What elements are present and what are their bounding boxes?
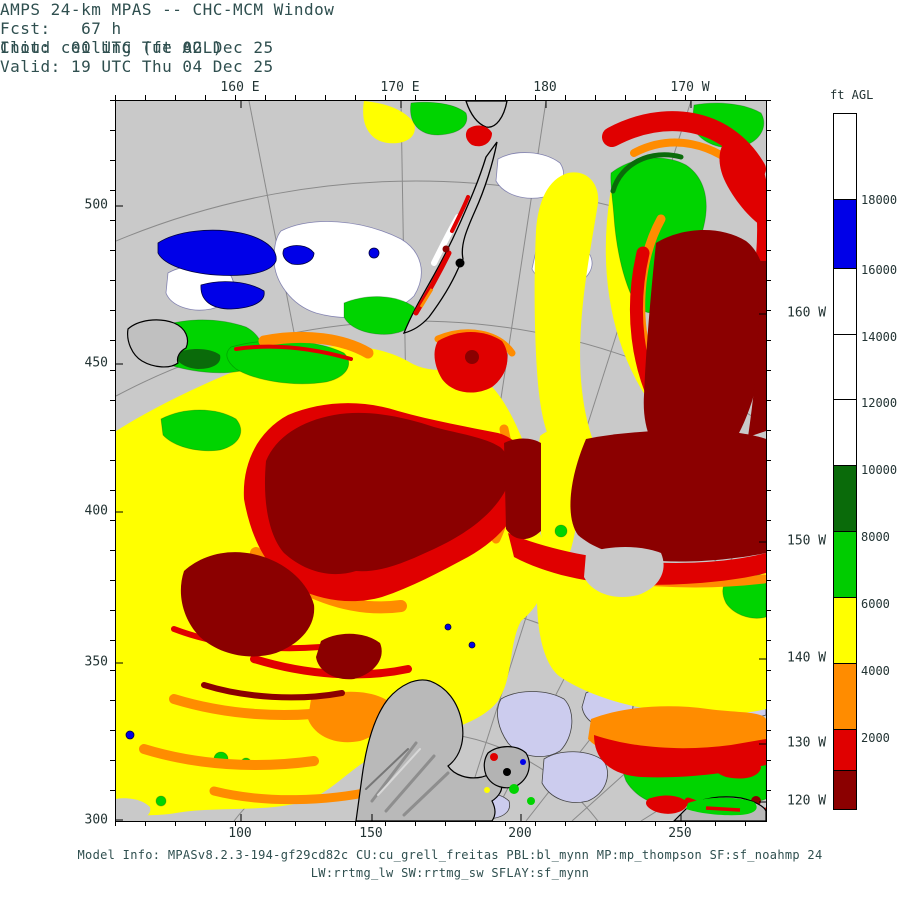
axis-bottom-label: 100 [228,826,252,841]
frame-ticks [116,101,766,821]
colorbar-tick-label: 18000 [861,193,898,207]
axis-left-label: 400 [84,503,108,519]
colorbar-tick-label: 16000 [861,263,898,277]
antarctica-coast [355,679,503,821]
map-frame [115,100,767,822]
colorbar-segment [833,663,857,730]
colorbar-segment [833,399,857,466]
axis-top-label: 160 E [220,80,260,95]
colorbar-tick-label: 14000 [861,330,898,344]
model-title: AMPS 24-km MPAS -- CHC-MCM Window [0,0,335,19]
colorbar-segment [833,465,857,532]
forecast-hour: Fcst: 67 h [0,19,122,38]
bottom-axis-ticks [115,821,765,826]
axis-right-label: 140 W [787,650,827,666]
axis-top-label: 170 W [670,80,710,95]
colorbar-segment [833,113,857,200]
colorbar-segment [833,531,857,598]
colorbar-tick-label: 12000 [861,396,898,410]
model-info-line2: LW:rrtmg_lw SW:rrtmg_sw SFLAY:sf_mynn [310,866,590,880]
christchurch-dot [455,258,465,268]
left-axis-ticks [110,100,115,820]
axis-top-label: 180 [533,80,557,95]
axis-left-label: 300 [84,812,108,828]
colorbar-segment [833,729,857,771]
init-time: Init: 00 UTC Tue 02 Dec 25 [0,38,274,57]
overland-cloud-accents [413,125,757,816]
axis-bottom-label: 200 [508,826,532,841]
colorbar-tick-label: 6000 [861,597,890,611]
right-axis-ticks [766,100,771,820]
colorbar-segment [833,268,857,335]
header-right: Init: 00 UTC Tue 02 Dec 25 Valid: 19 UTC… [0,38,900,76]
coastline-layer [127,101,766,821]
colorbar-tick-label: 2000 [861,731,890,745]
nz-north-island-coast [465,101,508,128]
mcmurdo-dot [503,768,511,776]
nz-south-island-coast [402,141,498,334]
field-name: Cloud ceiling (ft AGL) [0,38,223,57]
subantarctic-island [127,319,189,368]
axis-left-label: 450 [84,355,108,371]
ross-island-coast [483,746,530,789]
axis-left-label: 500 [84,197,108,213]
colorbar-segment [833,199,857,269]
terrain-shading [365,741,450,817]
axis-right-label: 160 W [787,305,827,321]
axis-left-label: 350 [84,654,108,670]
colorbar-segment [833,770,857,810]
colorbar-tick-label: 10000 [861,463,898,477]
valid-time: Valid: 19 UTC Thu 04 Dec 25 [0,57,274,76]
axis-right-label: 130 W [787,735,827,751]
colorbar [833,113,857,810]
colorbar-title: ft AGL [830,88,874,102]
top-axis-ticks [115,95,765,100]
axis-bottom-label: 150 [359,826,383,841]
colorbar-segment [833,334,857,400]
axis-right-label: 120 W [787,793,827,809]
axis-bottom-label: 250 [668,826,692,841]
header-left: AMPS 24-km MPAS -- CHC-MCM Window Fcst: … [0,0,900,57]
model-info-line1: Model Info: MPASv8.2.3-194-gf29cd82c CU:… [77,848,823,862]
colorbar-segment [833,597,857,664]
colorbar-tick-label: 8000 [861,530,890,544]
cloud-ceiling-map [116,101,766,821]
axis-right-label: 150 W [787,533,827,549]
colorbar-tick-label: 4000 [861,664,890,678]
axis-top-label: 170 E [380,80,420,95]
